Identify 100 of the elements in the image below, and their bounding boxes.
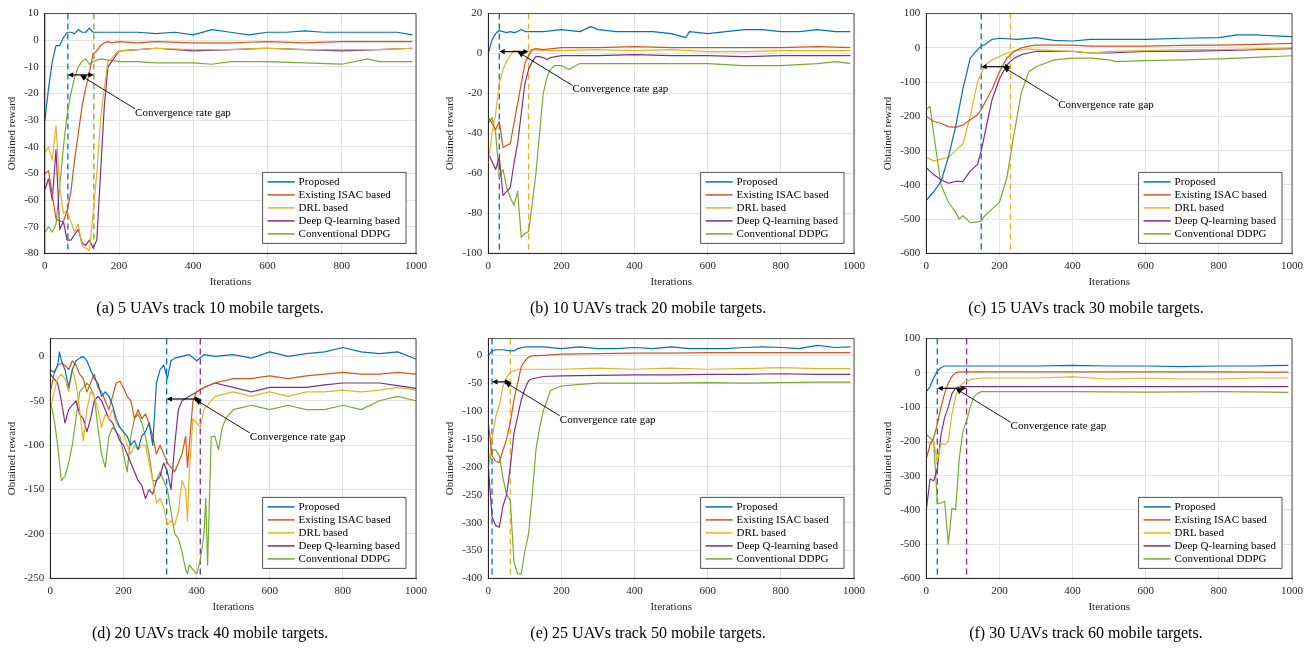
x-tick-label: 0: [485, 583, 492, 596]
y-tick-label: -50: [24, 166, 40, 179]
x-tick-label: 600: [1137, 258, 1155, 271]
text: (e) 25 UAVs track 50 mobile targets.: [530, 623, 766, 642]
y-tick-label: -200: [462, 459, 483, 472]
x-tick-label: 400: [626, 258, 644, 271]
legend-label: DRL based: [298, 200, 349, 213]
legend-label: Existing ISAC based: [736, 512, 830, 525]
legend-label: DRL based: [298, 525, 349, 538]
y-tick-label: -400: [900, 502, 921, 515]
legend-label: Conventional DDPG: [298, 226, 391, 239]
y-tick-label: -80: [467, 206, 483, 219]
y-tick-label: -300: [462, 515, 483, 528]
x-tick-label: 800: [1210, 258, 1228, 271]
y-axis-title: Obtained reward: [443, 421, 456, 496]
annotation: Convergence rate gap: [1010, 419, 1107, 432]
x-tick-label: 800: [772, 258, 790, 271]
y-tick-label: -200: [24, 526, 45, 539]
legend-label: Existing ISAC based: [1174, 187, 1268, 200]
x-axis-title: Iterations: [1088, 275, 1130, 288]
y-tick-label: -500: [900, 537, 921, 550]
legend-label: Conventional DDPG: [736, 226, 829, 239]
y-tick-label: -400: [462, 571, 483, 584]
x-tick-label: 1000: [1281, 258, 1304, 271]
y-tick-label: 0: [476, 46, 483, 59]
x-tick-label: 1000: [843, 583, 866, 596]
y-tick-label: 10: [27, 6, 40, 19]
x-tick-label: 400: [188, 583, 206, 596]
legend-label: Deep Q-learning based: [736, 213, 839, 226]
x-tick-label: 200: [553, 583, 571, 596]
legend-label: Existing ISAC based: [736, 187, 830, 200]
x-tick-label: 200: [553, 258, 571, 271]
x-tick-label: 600: [699, 583, 717, 596]
legend-label: Conventional DDPG: [736, 551, 829, 564]
y-tick-label: -250: [24, 571, 45, 584]
x-tick-label: 400: [1064, 258, 1082, 271]
text: (c) 15 UAVs track 30 mobile targets.: [968, 298, 1204, 317]
y-tick-label: -600: [900, 571, 921, 584]
y-tick-label: -100: [462, 246, 483, 259]
legend-label: Deep Q-learning based: [736, 538, 839, 551]
legend-label: Conventional DDPG: [1174, 551, 1267, 564]
x-tick-label: 1000: [843, 258, 866, 271]
y-tick-label: -300: [900, 468, 921, 481]
y-tick-label: -80: [24, 246, 40, 259]
legend-label: Proposed: [298, 174, 341, 187]
x-tick-label: 400: [626, 583, 644, 596]
x-tick-label: 0: [47, 583, 54, 596]
text: (a) 5 UAVs track 10 mobile targets.: [96, 298, 324, 317]
y-axis-title: Obtained reward: [881, 421, 894, 496]
legend-label: Conventional DDPG: [298, 551, 391, 564]
legend-label: Conventional DDPG: [1174, 226, 1267, 239]
y-tick-label: -200: [900, 434, 921, 447]
legend-label: Deep Q-learning based: [298, 538, 401, 551]
y-axis-title: Obtained reward: [5, 96, 18, 171]
y-tick-label: -40: [467, 126, 483, 139]
y-tick-label: 20: [471, 6, 483, 19]
x-tick-label: 1000: [405, 258, 428, 271]
y-tick-label: -200: [900, 109, 921, 122]
x-tick-label: 800: [333, 258, 351, 271]
legend-label: Existing ISAC based: [298, 187, 392, 200]
y-tick-label: -100: [462, 403, 483, 416]
y-tick-label: -600: [900, 246, 921, 259]
y-tick-label: -20: [467, 86, 483, 99]
y-tick-label: -250: [462, 487, 483, 500]
x-tick-label: 600: [261, 583, 279, 596]
y-tick-label: -300: [900, 143, 921, 156]
legend-label: Existing ISAC based: [1174, 512, 1268, 525]
y-tick-label: -500: [900, 212, 921, 225]
x-tick-label: 800: [334, 583, 352, 596]
y-tick-label: -150: [462, 431, 483, 444]
x-tick-label: 200: [991, 258, 1009, 271]
y-axis-title: Obtained reward: [443, 96, 456, 171]
legend-label: Proposed: [298, 499, 341, 512]
legend-label: Proposed: [736, 499, 779, 512]
x-tick-label: 400: [1064, 583, 1082, 596]
y-tick-label: -50: [467, 376, 483, 389]
y-tick-label: -60: [24, 193, 40, 205]
x-tick-label: 600: [259, 258, 277, 271]
x-tick-label: 1000: [1281, 583, 1304, 596]
annotation: Convergence rate gap: [135, 105, 232, 118]
legend-label: Proposed: [1174, 499, 1217, 512]
x-axis-title: Iterations: [650, 275, 692, 288]
x-axis-title: Iterations: [209, 275, 252, 288]
x-tick-label: 400: [185, 258, 203, 271]
x-tick-label: 200: [110, 258, 128, 271]
y-tick-label: -10: [24, 59, 40, 72]
x-tick-label: 200: [115, 583, 133, 596]
y-tick-label: -150: [24, 482, 45, 495]
x-axis-title: Iterations: [212, 600, 254, 613]
x-tick-label: 800: [1210, 583, 1228, 596]
x-tick-label: 0: [485, 258, 492, 271]
annotation: Convergence rate gap: [572, 82, 669, 95]
x-tick-label: 600: [1137, 583, 1155, 596]
legend-label: Deep Q-learning based: [1174, 213, 1277, 226]
y-tick-label: 0: [914, 365, 921, 378]
legend-label: DRL based: [736, 200, 787, 213]
y-tick-label: -70: [24, 219, 40, 232]
legend-label: DRL based: [1174, 200, 1225, 213]
x-axis-title: Iterations: [650, 600, 692, 613]
y-tick-label: 0: [476, 348, 483, 361]
